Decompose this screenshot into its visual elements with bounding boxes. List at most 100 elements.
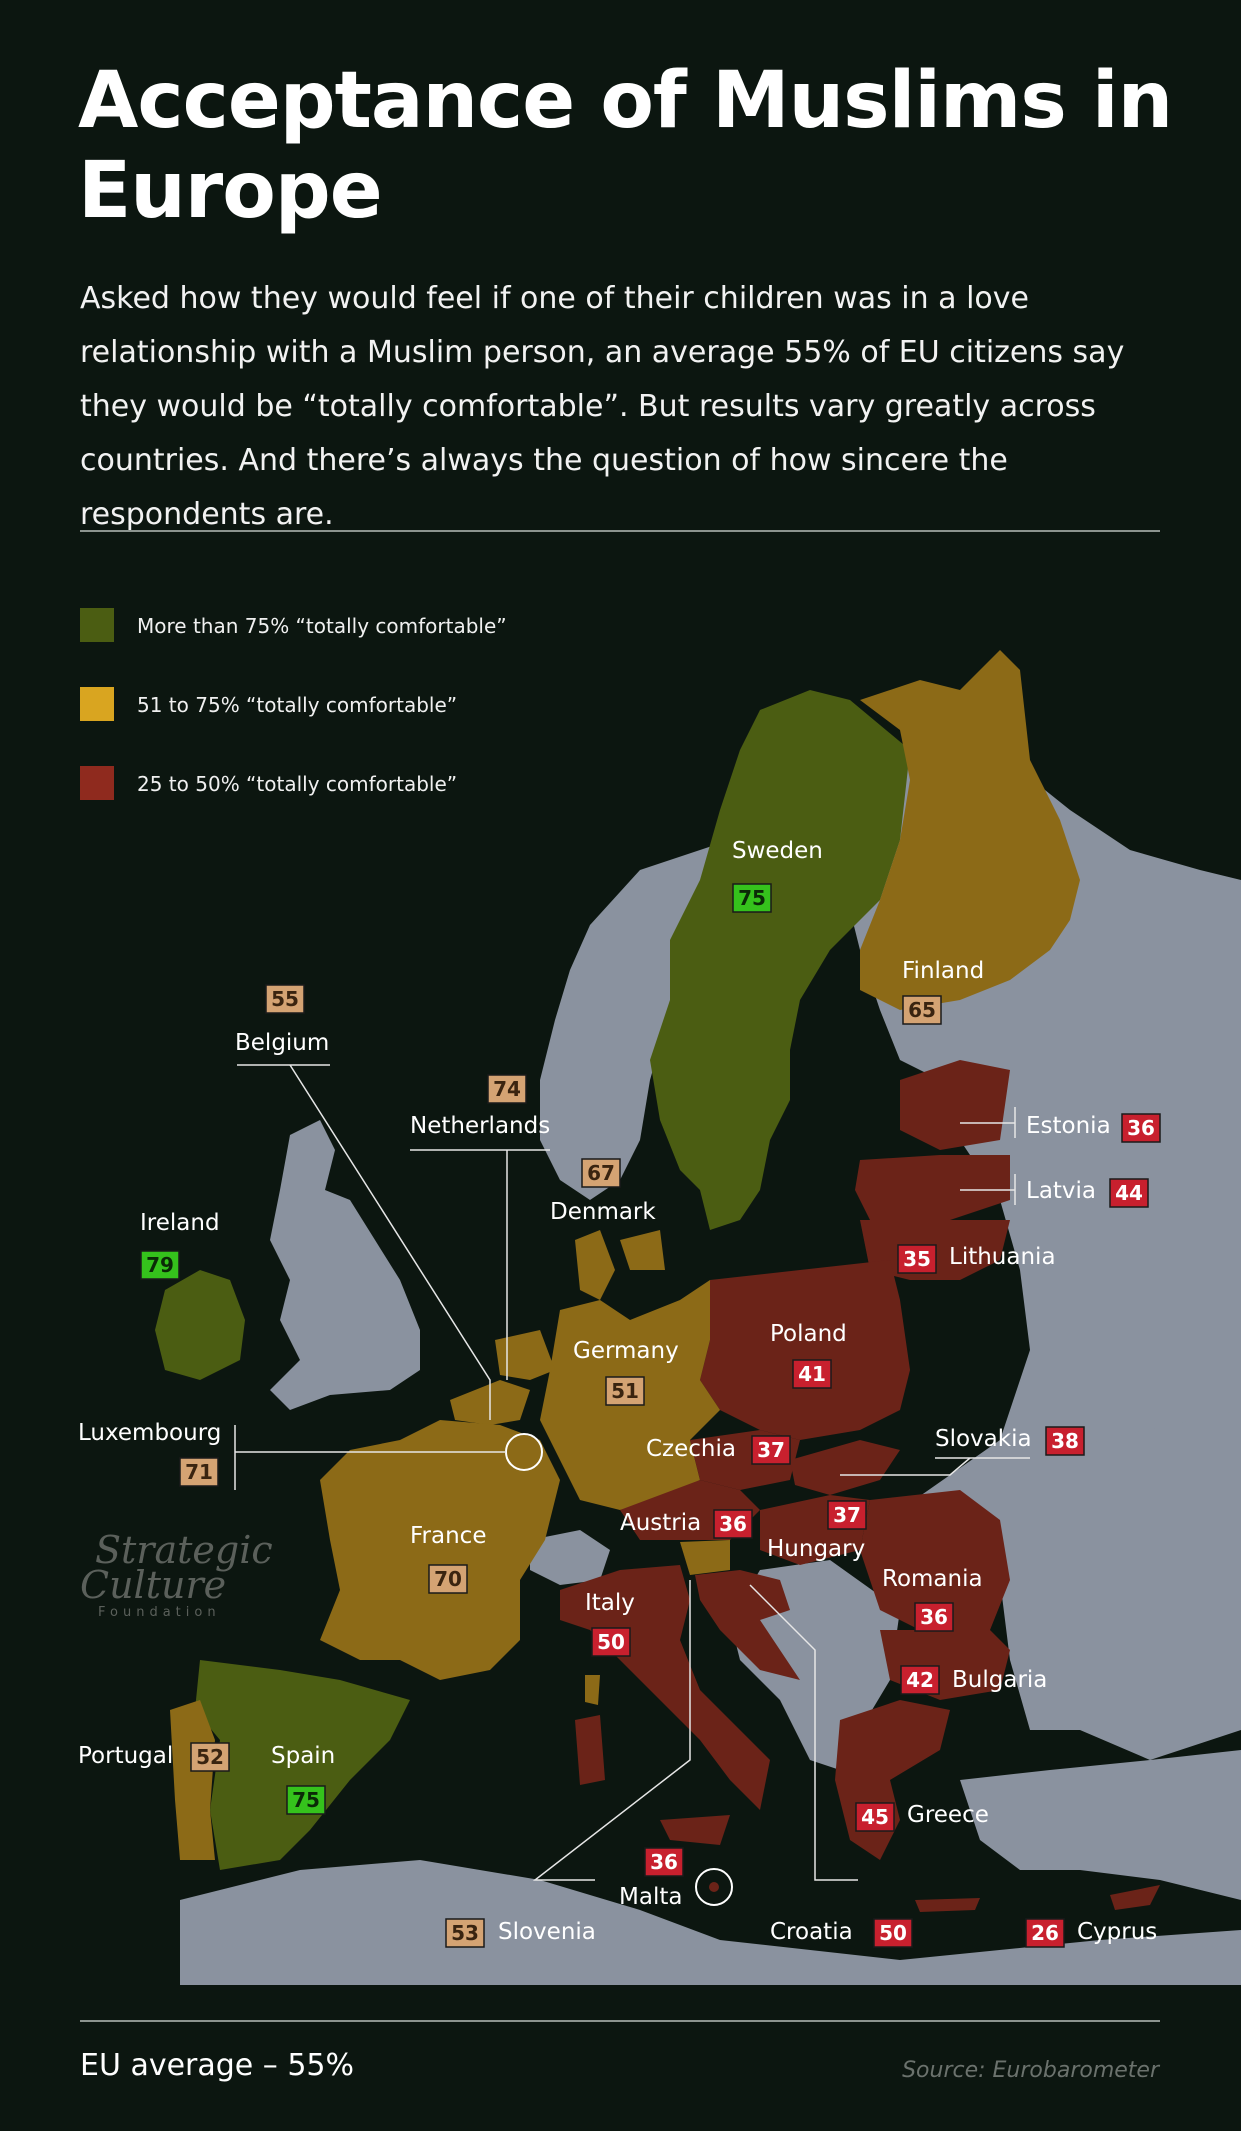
badge-value-austria: 36: [719, 1512, 747, 1536]
country-name-slovakia: Slovakia: [935, 1426, 1032, 1452]
watermark-line2: Culture: [80, 1563, 226, 1607]
watermark-line1: Strategic: [95, 1528, 273, 1572]
sardinia-shape: [575, 1715, 605, 1785]
country-name-denmark: Denmark: [550, 1199, 656, 1225]
spain-shape: [195, 1660, 410, 1870]
croatia-leader: [749, 1584, 858, 1881]
badge-portugal: [190, 1742, 230, 1772]
country-name-portugal: Portugal: [78, 1743, 173, 1769]
denmark-shape: [575, 1230, 665, 1300]
badge-value-hungary: 37: [833, 1503, 861, 1527]
africa-land: [180, 1860, 1241, 1985]
country-name-malta: Malta: [619, 1884, 682, 1910]
netherlands-shape: [495, 1330, 555, 1380]
badge-value-netherlands: 74: [493, 1077, 521, 1101]
badge-czechia: [751, 1435, 791, 1465]
badge-luxembourg: [179, 1457, 219, 1487]
portugal-shape: [170, 1700, 215, 1860]
badge-sweden: [732, 883, 772, 913]
badge-value-latvia: 44: [1115, 1181, 1143, 1205]
country-name-bulgaria: Bulgaria: [952, 1667, 1047, 1693]
sweden-shape: [650, 690, 910, 1230]
romania-shape: [860, 1490, 1010, 1630]
legend-swatch-mid: [80, 687, 114, 721]
corsica-shape: [585, 1675, 600, 1705]
badge-value-czechia: 37: [757, 1438, 785, 1462]
country-name-latvia: Latvia: [1026, 1178, 1096, 1204]
legend-swatch-low: [80, 766, 114, 800]
badge-bulgaria: [900, 1665, 940, 1695]
badge-estonia: [1121, 1113, 1161, 1143]
badge-value-romania: 36: [920, 1605, 948, 1629]
badge-denmark: [581, 1158, 621, 1188]
legend-label-mid: 51 to 75% “totally comfortable”: [137, 693, 458, 717]
badge-hungary: [827, 1500, 867, 1530]
france-shape: [320, 1420, 560, 1680]
country-name-romania: Romania: [882, 1566, 983, 1592]
country-name-ireland: Ireland: [140, 1210, 220, 1236]
country-name-croatia: Croatia: [770, 1919, 853, 1945]
badge-value-cyprus: 26: [1031, 1921, 1059, 1945]
badge-value-slovakia: 38: [1051, 1429, 1079, 1453]
badge-ireland: [140, 1250, 180, 1280]
badge-lithuania: [897, 1244, 937, 1274]
finland-shape: [860, 650, 1080, 1010]
badge-value-croatia: 50: [879, 1921, 907, 1945]
badge-value-greece: 45: [861, 1805, 889, 1829]
croatia-shape: [695, 1570, 800, 1680]
turkey-land: [960, 1750, 1241, 1900]
badge-value-france: 70: [434, 1567, 462, 1591]
badge-latvia: [1109, 1178, 1149, 1208]
badge-value-poland: 41: [798, 1362, 826, 1386]
badge-value-portugal: 52: [196, 1745, 224, 1769]
poland-shape: [700, 1260, 910, 1440]
east-land: [1000, 1410, 1241, 1760]
badge-value-malta: 36: [650, 1850, 678, 1874]
watermark-line3: Foundation: [98, 1605, 221, 1620]
badge-germany: [605, 1376, 645, 1406]
page-title: Acceptance of Muslims in Europe: [78, 56, 1173, 236]
badge-croatia: [873, 1918, 913, 1948]
country-name-italy: Italy: [585, 1590, 635, 1616]
country-name-luxembourg: Luxembourg: [78, 1420, 221, 1446]
badge-value-italy: 50: [597, 1630, 625, 1654]
badge-spain: [286, 1785, 326, 1815]
country-name-lithuania: Lithuania: [949, 1244, 1056, 1270]
badge-greece: [855, 1802, 895, 1832]
sicily-shape: [660, 1815, 730, 1845]
estonia-shape: [900, 1060, 1010, 1150]
badge-value-bulgaria: 42: [906, 1668, 934, 1692]
page-subtitle: Asked how they would feel if one of thei…: [80, 281, 1125, 532]
badge-cyprus: [1025, 1918, 1065, 1948]
badge-value-belgium: 55: [271, 987, 299, 1011]
badge-romania: [914, 1602, 954, 1632]
country-name-germany: Germany: [573, 1338, 679, 1364]
badge-poland: [792, 1359, 832, 1389]
slovenia-leader: [532, 1580, 691, 1881]
top-divider: [80, 530, 1160, 532]
ireland-shape: [155, 1270, 245, 1380]
eu-average: EU average – 55%: [80, 2048, 355, 2083]
legend-label-low: 25 to 50% “totally comfortable”: [137, 772, 458, 796]
country-name-czechia: Czechia: [646, 1436, 736, 1462]
country-name-estonia: Estonia: [1026, 1113, 1111, 1139]
badge-value-slovenia: 53: [451, 1921, 479, 1945]
badge-finland: [902, 995, 942, 1025]
country-name-cyprus: Cyprus: [1077, 1919, 1157, 1945]
badge-slovenia: [445, 1918, 485, 1948]
badge-value-denmark: 67: [587, 1161, 615, 1185]
badge-france: [428, 1564, 468, 1594]
badge-value-lithuania: 35: [903, 1247, 931, 1271]
malta-marker: [695, 1868, 733, 1906]
cyprus-shape: [1110, 1885, 1160, 1910]
country-name-greece: Greece: [907, 1802, 989, 1828]
badge-netherlands: [487, 1074, 527, 1104]
slovenia-shape: [680, 1540, 730, 1575]
badge-italy: [591, 1627, 631, 1657]
country-name-slovenia: Slovenia: [498, 1919, 596, 1945]
country-name-hungary: Hungary: [767, 1536, 865, 1562]
badge-value-ireland: 79: [146, 1253, 174, 1277]
country-name-finland: Finland: [902, 958, 984, 984]
badge-austria: [713, 1509, 753, 1539]
bottom-divider: [80, 2020, 1160, 2022]
